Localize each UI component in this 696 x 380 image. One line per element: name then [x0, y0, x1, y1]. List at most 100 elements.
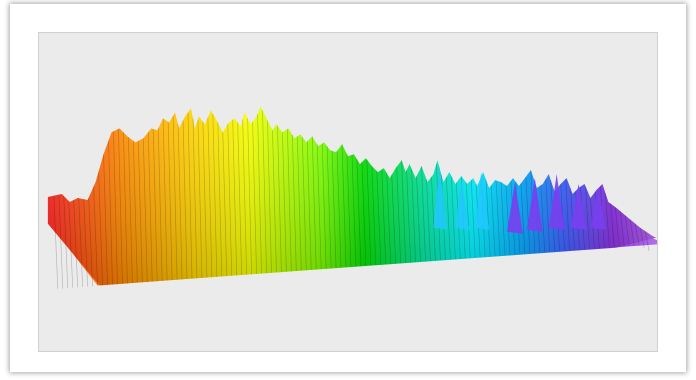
- ridge-line: [470, 180, 476, 258]
- ridge-line: [137, 140, 143, 283]
- ridge-line: [311, 136, 317, 270]
- ridge-line: [520, 183, 526, 254]
- ridge-line: [147, 132, 153, 282]
- ridge-line: [277, 125, 282, 273]
- ridge-line: [411, 168, 416, 263]
- surface-shading: [47, 106, 657, 286]
- ridge-line: [610, 203, 615, 248]
- ridge-line: [88, 197, 93, 287]
- ridge-line: [426, 179, 431, 261]
- ridge-line: [371, 166, 377, 266]
- ridge-line: [282, 132, 287, 272]
- ridge-line: [401, 160, 406, 263]
- ridge-line: [128, 137, 133, 284]
- ridge-line: [202, 121, 208, 278]
- ridge-line: [157, 128, 163, 282]
- surface-ridge-lines: [53, 110, 650, 289]
- ridge-line: [53, 195, 59, 289]
- ridge-line: [247, 118, 252, 275]
- ridge-line: [68, 200, 74, 288]
- ridge-line: [431, 176, 436, 261]
- ridge-line: [421, 166, 426, 262]
- ridge-line: [63, 195, 69, 289]
- ridge-line: [406, 170, 411, 263]
- ridge-line: [192, 118, 198, 279]
- ridge-line: [212, 113, 218, 277]
- ridge-line: [490, 185, 496, 257]
- ridge-line: [58, 194, 64, 289]
- ridge-line: [197, 119, 203, 279]
- ridge-line: [446, 177, 451, 260]
- ridge-line: [152, 129, 158, 282]
- ridge-line: [292, 135, 297, 271]
- ridge-line: [93, 186, 98, 286]
- ridge-line: [629, 219, 635, 246]
- ridge-line: [167, 121, 173, 281]
- ridge-line: [381, 169, 387, 265]
- ridge-line: [187, 112, 193, 279]
- ridge-line: [485, 180, 491, 257]
- ridge-line: [351, 154, 357, 267]
- ridge-line: [361, 162, 367, 266]
- ridge-line: [108, 140, 113, 285]
- ridge-line: [123, 132, 128, 284]
- ridge-line: [257, 113, 262, 274]
- photo-frame: [10, 4, 686, 372]
- right-peaks: [507, 174, 607, 234]
- ridge-line: [316, 144, 322, 270]
- ridge-line: [331, 150, 337, 268]
- ridge-line: [639, 227, 645, 248]
- ridge-line: [262, 110, 267, 274]
- ridge-line: [272, 130, 277, 273]
- ridge-line: [142, 138, 148, 283]
- ridge-line: [619, 211, 625, 247]
- ridge-line: [306, 141, 312, 270]
- ridge-line: [391, 174, 397, 264]
- cyan-peaks: [433, 166, 490, 230]
- ridge-line: [644, 231, 650, 252]
- ridge-line: [416, 176, 421, 262]
- ridge-line: [267, 120, 272, 273]
- spectrum-waterfall-graphic: [47, 106, 657, 289]
- ridge-line: [565, 179, 570, 251]
- ridge-line: [237, 122, 243, 276]
- ridge-line: [624, 215, 630, 247]
- ridge-line: [545, 179, 551, 252]
- ridge-line: [326, 146, 332, 269]
- ridge-line: [83, 199, 88, 287]
- ridge-line: [614, 207, 620, 247]
- ridge-line: [73, 199, 79, 288]
- ridge-line: [162, 118, 168, 281]
- ridge-line: [296, 136, 302, 271]
- spectrum-image-panel: [38, 32, 658, 352]
- ridge-line: [321, 143, 327, 269]
- ridge-line: [396, 166, 402, 264]
- ridge-line: [133, 140, 138, 283]
- ridge-line: [505, 185, 511, 255]
- ridge-line: [177, 124, 183, 280]
- ridge-line: [287, 129, 292, 272]
- ridge-line: [172, 115, 178, 280]
- ridge-line: [346, 154, 352, 267]
- ridge-line: [525, 176, 531, 254]
- ridge-line: [386, 173, 392, 264]
- ridge-line: [113, 131, 118, 285]
- ridge-line: [222, 132, 228, 277]
- ridge-line: [356, 159, 362, 267]
- ridge-line: [217, 122, 223, 277]
- ridge-line: [242, 119, 247, 275]
- ridge-line: [376, 171, 382, 265]
- ridge-line: [227, 124, 233, 276]
- ridge-line: [465, 182, 471, 258]
- ridge-line: [232, 119, 238, 276]
- ridge-line: [78, 198, 84, 287]
- ridge-line: [500, 182, 506, 256]
- ridge-line: [252, 121, 257, 274]
- ridge-line: [103, 154, 108, 286]
- ridge-line: [495, 180, 501, 256]
- ridge-line: [301, 137, 307, 271]
- ridge-line: [585, 186, 590, 249]
- ridge-line: [451, 176, 456, 260]
- ridge-line: [341, 144, 347, 268]
- ridge-line: [182, 120, 188, 280]
